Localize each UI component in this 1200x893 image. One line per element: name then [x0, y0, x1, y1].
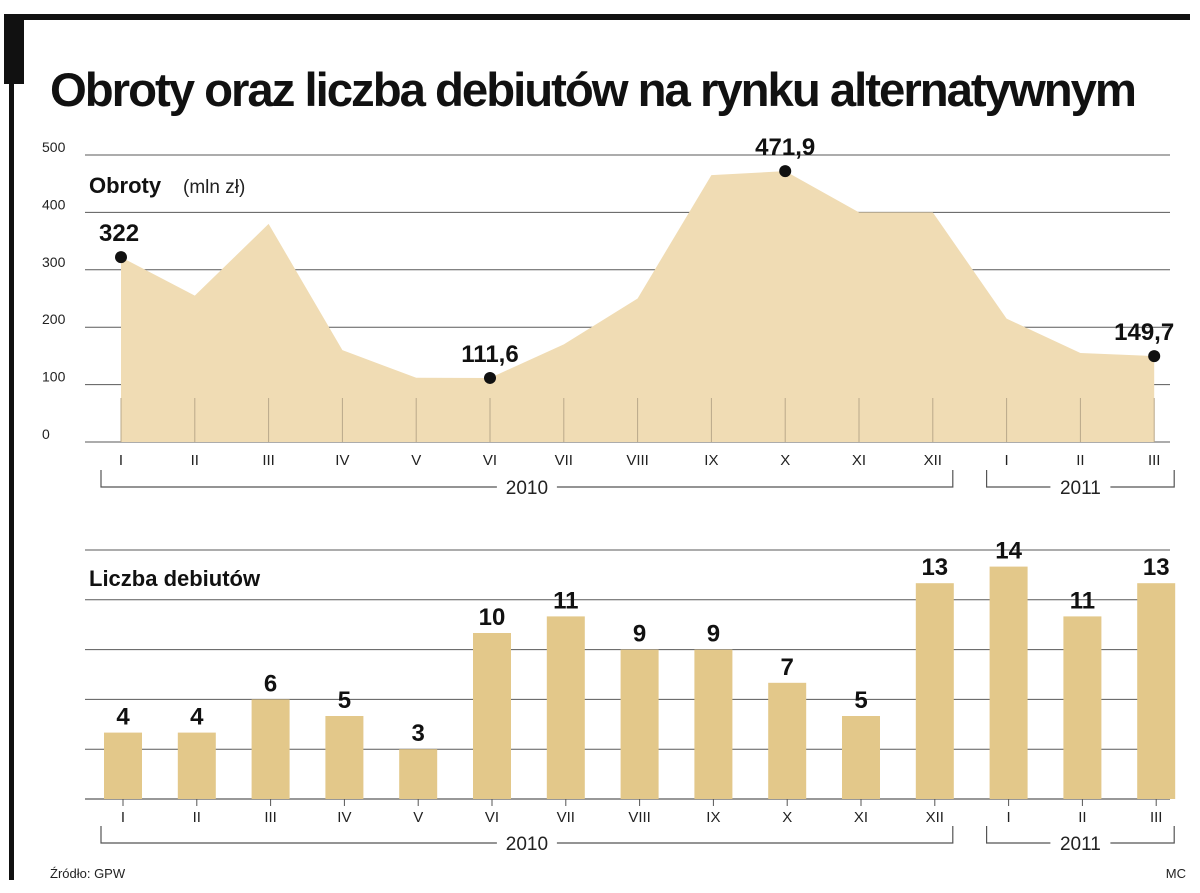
bar-value-label: 5	[338, 687, 351, 714]
source-note: Źródło: GPW	[50, 866, 126, 881]
bar	[915, 583, 954, 799]
x-tick-label: VIII	[628, 809, 651, 826]
bar	[1137, 583, 1176, 799]
bar-value-label: 5	[854, 687, 867, 714]
data-label: 322	[99, 220, 139, 247]
x-tick-label: II	[1078, 809, 1086, 826]
data-label: 111,6	[461, 341, 518, 368]
turnover-unit: (mln zł)	[183, 177, 245, 198]
x-tick-label: V	[413, 809, 423, 826]
data-label: 471,9	[755, 134, 815, 161]
year-label-bg	[496, 475, 557, 499]
bar	[989, 566, 1028, 799]
y-tick-label: 300	[42, 254, 66, 270]
y-tick-label: 100	[42, 369, 66, 385]
x-tick-label: II	[1076, 452, 1084, 469]
bar	[620, 649, 659, 799]
year-label-bg	[1050, 831, 1111, 855]
bar-value-label: 11	[1070, 587, 1095, 614]
year-label: 2010	[506, 834, 548, 855]
x-tick-label: IX	[706, 809, 720, 826]
bar-value-label: 14	[995, 538, 1022, 565]
x-tick-label: III	[262, 452, 275, 469]
debuts-subtitle: Liczba debiutów	[89, 566, 261, 591]
x-tick-label: I	[1007, 809, 1011, 826]
year-label-bg	[1050, 475, 1111, 499]
x-tick-label: VI	[483, 452, 497, 469]
x-tick-label: III	[1150, 809, 1163, 826]
year-label: 2011	[1060, 478, 1101, 499]
x-tick-label: I	[1005, 452, 1009, 469]
x-tick-label: VI	[485, 809, 499, 826]
x-tick-label: XI	[852, 452, 866, 469]
x-tick-label: IV	[335, 452, 349, 469]
frame-left-line	[9, 14, 14, 880]
x-tick-label: X	[780, 452, 790, 469]
year-label-bg	[496, 831, 557, 855]
y-tick-label: 500	[42, 139, 66, 155]
data-point-marker	[779, 165, 792, 178]
data-point-marker	[1148, 350, 1161, 363]
data-point-marker	[115, 251, 127, 264]
x-tick-label: IX	[704, 452, 718, 469]
bar-value-label: 4	[116, 704, 130, 731]
x-tick-label: III	[264, 809, 277, 826]
x-tick-label: III	[1148, 452, 1161, 469]
bar	[473, 633, 511, 799]
bar	[251, 699, 290, 799]
credit-note: MC	[1166, 866, 1186, 881]
bar-value-label: 6	[264, 670, 277, 697]
turnover-area	[121, 171, 1155, 442]
x-tick-label: XII	[924, 452, 942, 469]
bar	[399, 749, 438, 799]
bar-value-label: 10	[479, 604, 506, 631]
bar	[177, 732, 216, 799]
bar-value-label: 9	[707, 621, 720, 648]
bar	[842, 716, 880, 799]
bar-value-label: 11	[553, 587, 578, 614]
x-tick-label: II	[191, 452, 199, 469]
x-tick-label: XI	[854, 809, 868, 826]
bar	[325, 716, 364, 799]
x-tick-label: VIII	[626, 452, 649, 469]
chart-title: Obroty oraz liczba debiutów na rynku alt…	[50, 63, 1135, 116]
x-tick-label: VII	[555, 452, 573, 469]
bar-value-label: 4	[190, 704, 204, 731]
x-tick-label: IV	[337, 809, 351, 826]
bar-value-label: 3	[412, 720, 425, 747]
x-tick-label: V	[411, 452, 421, 469]
y-tick-label: 400	[42, 196, 66, 212]
x-tick-label: XII	[926, 809, 944, 826]
bar-value-label: 13	[1143, 554, 1170, 581]
y-tick-label: 0	[42, 426, 50, 442]
bar	[546, 616, 585, 799]
x-tick-label: II	[193, 809, 201, 826]
year-label: 2010	[506, 478, 548, 499]
bar-value-label: 9	[633, 621, 646, 648]
frame-top-line	[4, 14, 1190, 20]
bar	[768, 682, 807, 799]
bar	[1063, 616, 1102, 799]
y-tick-label: 200	[42, 311, 66, 327]
x-tick-label: I	[119, 452, 123, 469]
x-tick-label: VII	[557, 809, 575, 826]
x-tick-label: X	[782, 809, 792, 826]
bar	[104, 732, 142, 799]
x-tick-label: I	[121, 809, 125, 826]
data-point-marker	[484, 371, 496, 384]
year-label: 2011	[1060, 834, 1101, 855]
data-label: 149,7	[1114, 319, 1174, 346]
bar-value-label: 7	[781, 654, 794, 681]
bar	[694, 649, 733, 799]
bar-value-label: 13	[921, 554, 948, 581]
turnover-subtitle: Obroty	[89, 173, 162, 198]
